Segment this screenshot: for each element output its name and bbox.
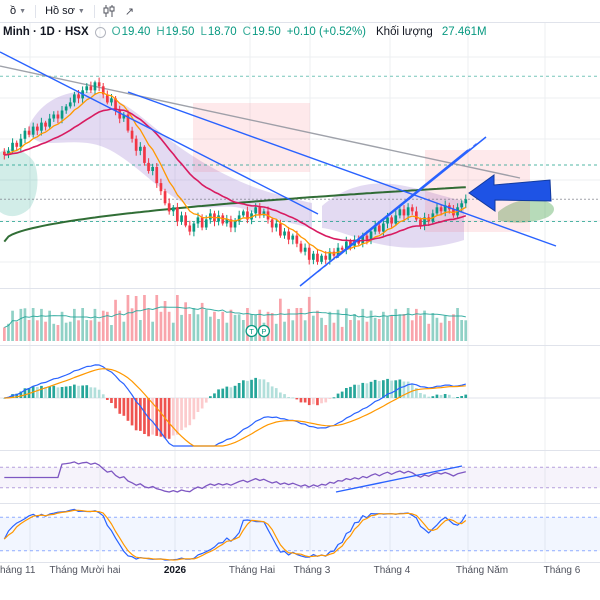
event-marker-circle[interactable] — [257, 324, 271, 338]
channel-mid-line — [317, 142, 478, 273]
volume-label: Khối lượng — [376, 26, 433, 38]
symbol-title: Minh · 1D · HSX — [3, 26, 89, 38]
menu-dropdown-1[interactable]: ồ ▼ — [4, 3, 32, 19]
profile-dropdown-label: Hồ sơ — [45, 5, 75, 17]
stoch-d-line — [3, 509, 467, 561]
status-dot-icon — [94, 26, 106, 38]
ema-fast-line — [4, 91, 467, 254]
symbol-legend[interactable]: Minh · 1D · HSX O 19.40 H 19.50 L 18.70 C 19… — [3, 26, 487, 38]
time-axis-label: 2026 — [164, 565, 187, 576]
time-axis-label: Tháng Hai — [229, 565, 275, 576]
high-label: H — [156, 26, 165, 38]
high-value: 19.50 — [165, 26, 195, 38]
chevron-down-icon: ▼ — [19, 7, 27, 15]
left-arrow-annotation[interactable] — [468, 174, 552, 212]
stoch-band — [0, 517, 600, 551]
low-value: 18.70 — [207, 26, 237, 38]
low-label: L — [200, 26, 207, 38]
profile-dropdown[interactable]: Hồ sơ ▼ — [39, 3, 91, 19]
volume-value: 27.461M — [441, 26, 487, 38]
blue-trendlines[interactable] — [0, 51, 557, 287]
open-label: O — [111, 26, 121, 38]
rsi-trendline — [335, 465, 463, 493]
close-label: C — [242, 26, 251, 38]
time-axis-label: Tháng 6 — [544, 565, 581, 576]
top-toolbar: ồ ▼ Hồ sơ ▼ ↗ — [0, 0, 600, 23]
volume-ma-line — [4, 306, 466, 328]
time-axis-label: Tháng Mười hai — [49, 565, 120, 576]
rsi-band — [0, 467, 600, 488]
macd-signal-line — [4, 368, 466, 447]
close-value: 19.50 — [251, 26, 281, 38]
open-value: 19.40 — [121, 26, 151, 38]
event-marker-circle[interactable] — [245, 324, 258, 338]
down-trendline-2 — [127, 91, 557, 247]
candlesticks — [3, 77, 468, 265]
time-axis-label: Tháng Năm — [456, 565, 508, 576]
time-axis-label: háng 11 — [0, 565, 36, 576]
rsi-line — [4, 461, 466, 493]
expand-tool-icon[interactable]: ↗ — [124, 5, 135, 18]
menu-dropdown-1-label: ồ — [10, 5, 17, 17]
toolbar-divider — [93, 4, 95, 18]
macd-line — [4, 364, 466, 447]
chart-type-candles-icon[interactable] — [98, 4, 120, 18]
down-trendline-1 — [0, 51, 319, 215]
time-axis[interactable]: háng 11 Tháng Mười hai 2026 Tháng Hai Tháng … — [0, 565, 581, 576]
sma-200-line — [3, 186, 466, 243]
channel-lower-line — [299, 149, 469, 287]
macd-histogram — [3, 377, 468, 439]
ema-slow-line — [4, 108, 467, 242]
candles-glyph — [103, 5, 115, 17]
supply-zone-rect[interactable] — [193, 103, 310, 172]
change-value: +0.10 (+0.52%) — [286, 26, 367, 38]
event-marker-letter: T — [249, 327, 254, 336]
channel-upper-line — [335, 136, 487, 259]
volume-bars — [3, 295, 468, 341]
time-axis-label: Tháng 3 — [294, 565, 331, 576]
ohlc-values: O 19.40 H 19.50 L 18.70 C 19.50 +0.10 (+0.52… — [112, 26, 366, 38]
time-axis-label: Tháng 4 — [374, 565, 411, 576]
pane-separators[interactable] — [0, 288, 600, 563]
event-marker-letter: P — [261, 327, 266, 336]
chevron-down-icon: ▼ — [77, 7, 85, 15]
toolbar-divider — [35, 4, 37, 18]
